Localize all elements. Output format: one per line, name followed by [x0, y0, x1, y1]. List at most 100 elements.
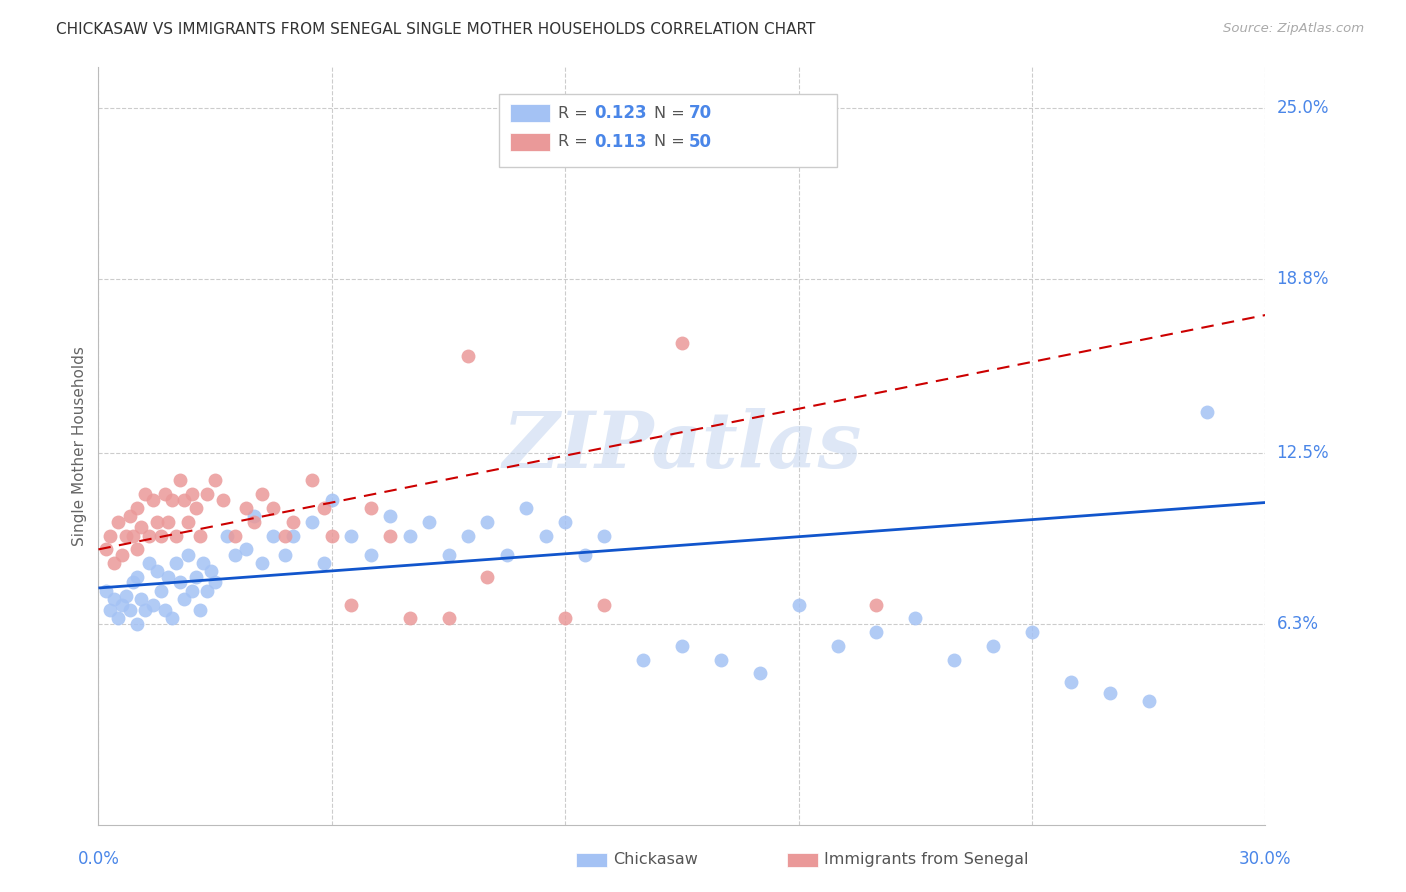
Text: 12.5%: 12.5%	[1277, 444, 1329, 462]
Point	[312, 501, 335, 516]
Point	[169, 575, 191, 590]
Point	[162, 611, 184, 625]
Point	[398, 528, 420, 542]
Point	[193, 556, 215, 570]
Point	[127, 542, 149, 557]
Text: 0.113: 0.113	[595, 133, 647, 151]
Text: 50: 50	[689, 133, 711, 151]
Point	[340, 528, 363, 542]
Point	[360, 501, 382, 516]
Point	[321, 528, 343, 542]
Point	[129, 520, 152, 534]
Point	[243, 515, 266, 529]
Point	[224, 548, 246, 562]
Point	[146, 515, 169, 529]
Point	[127, 616, 149, 631]
Point	[107, 611, 129, 625]
Point	[153, 603, 176, 617]
Point	[398, 611, 420, 625]
Point	[554, 611, 576, 625]
Text: 0.0%: 0.0%	[77, 850, 120, 868]
Point	[122, 528, 145, 542]
Point	[195, 583, 218, 598]
Point	[281, 515, 304, 529]
Point	[184, 570, 207, 584]
Point	[153, 487, 176, 501]
Point	[437, 548, 460, 562]
Point	[195, 487, 218, 501]
Point	[1021, 625, 1043, 640]
Point	[98, 603, 121, 617]
Point	[103, 592, 125, 607]
Point	[671, 639, 693, 653]
Point	[274, 548, 297, 562]
Point	[111, 548, 134, 562]
Text: 30.0%: 30.0%	[1239, 850, 1292, 868]
Point	[149, 583, 172, 598]
Point	[360, 548, 382, 562]
Text: ZIPatlas: ZIPatlas	[502, 408, 862, 484]
Point	[865, 598, 887, 612]
Point	[321, 492, 343, 507]
Point	[107, 515, 129, 529]
Point	[981, 639, 1004, 653]
Point	[188, 528, 211, 542]
Point	[235, 542, 257, 557]
Point	[165, 556, 187, 570]
Point	[149, 528, 172, 542]
Point	[1137, 694, 1160, 708]
Point	[477, 515, 499, 529]
Point	[574, 548, 596, 562]
Point	[173, 592, 195, 607]
Point	[274, 528, 297, 542]
Point	[262, 501, 284, 516]
Point	[1098, 686, 1121, 700]
Point	[96, 583, 118, 598]
Point	[224, 528, 246, 542]
Point	[165, 528, 187, 542]
Point	[312, 556, 335, 570]
Point	[418, 515, 440, 529]
Point	[235, 501, 257, 516]
Point	[169, 474, 191, 488]
Point	[142, 492, 165, 507]
Point	[212, 492, 235, 507]
Point	[215, 528, 238, 542]
Point	[593, 598, 616, 612]
Point	[904, 611, 927, 625]
Point	[496, 548, 519, 562]
Point	[671, 335, 693, 350]
Point	[1195, 404, 1218, 418]
Point	[943, 653, 966, 667]
Text: 70: 70	[689, 104, 711, 122]
Point	[380, 509, 402, 524]
Point	[134, 487, 156, 501]
Point	[96, 542, 118, 557]
Point	[98, 528, 121, 542]
Point	[515, 501, 537, 516]
Point	[748, 666, 770, 681]
Point	[1060, 674, 1083, 689]
Point	[162, 492, 184, 507]
Point	[180, 487, 202, 501]
Point	[787, 598, 810, 612]
Text: Source: ZipAtlas.com: Source: ZipAtlas.com	[1223, 22, 1364, 36]
Point	[114, 589, 136, 603]
Point	[114, 528, 136, 542]
Text: 0.123: 0.123	[595, 104, 647, 122]
Point	[177, 515, 200, 529]
Point	[173, 492, 195, 507]
Point	[554, 515, 576, 529]
Point	[250, 556, 273, 570]
Text: CHICKASAW VS IMMIGRANTS FROM SENEGAL SINGLE MOTHER HOUSEHOLDS CORRELATION CHART: CHICKASAW VS IMMIGRANTS FROM SENEGAL SIN…	[56, 22, 815, 37]
Text: 18.8%: 18.8%	[1277, 270, 1329, 288]
Text: Immigrants from Senegal: Immigrants from Senegal	[824, 853, 1028, 867]
Point	[184, 501, 207, 516]
Point	[631, 653, 654, 667]
Point	[188, 603, 211, 617]
Point	[180, 583, 202, 598]
Text: Chickasaw: Chickasaw	[613, 853, 697, 867]
Point	[177, 548, 200, 562]
Text: N =: N =	[654, 106, 690, 120]
Point	[865, 625, 887, 640]
